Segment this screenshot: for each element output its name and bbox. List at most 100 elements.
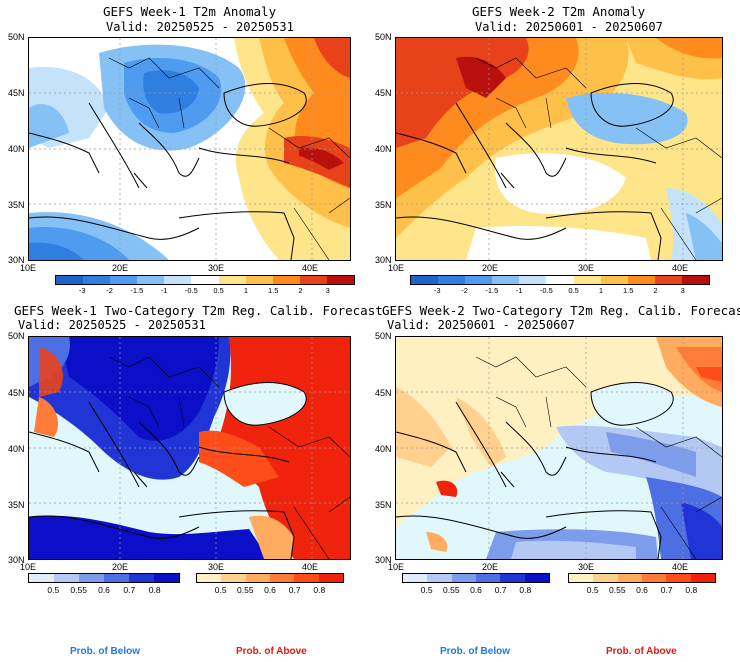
anomaly-swatch-1 bbox=[83, 276, 111, 284]
panel3-lon-10: 10E bbox=[20, 562, 37, 572]
panel2-lat-30: 30N bbox=[375, 255, 392, 265]
above-tick-label: 0.7 bbox=[288, 585, 301, 595]
above-swatch-3 bbox=[641, 574, 667, 582]
anomaly-tick-label: -0.5 bbox=[184, 286, 198, 295]
below-tick-label: 0.6 bbox=[470, 585, 482, 595]
panel1-colorbar bbox=[55, 275, 355, 285]
panel3-below-label: Prob. of Below bbox=[70, 646, 140, 657]
below-swatch-0 bbox=[29, 574, 54, 582]
below-swatch-3 bbox=[104, 574, 129, 582]
below-swatch-4 bbox=[500, 574, 525, 582]
above-swatch-1 bbox=[221, 574, 246, 582]
above-tick-label: 0.55 bbox=[237, 585, 254, 595]
above-swatch-0 bbox=[197, 574, 222, 582]
panel4-lon-20: 20E bbox=[482, 562, 499, 572]
above-tick-label: 0.7 bbox=[660, 585, 673, 595]
panel4-above-colorbar bbox=[568, 573, 716, 583]
panel1-lon-30: 30E bbox=[208, 263, 225, 273]
above-tick-label: 0.5 bbox=[214, 585, 227, 595]
below-tick-label: 0.6 bbox=[98, 585, 110, 595]
anomaly-swatch-8 bbox=[272, 276, 300, 284]
panel4-lat-40: 40N bbox=[375, 444, 392, 454]
panel2-lon-10: 10E bbox=[388, 263, 405, 273]
above-swatch-1 bbox=[593, 574, 618, 582]
panel4-lat-30: 30N bbox=[375, 555, 392, 565]
anomaly-swatch-10 bbox=[681, 276, 710, 284]
anomaly-swatch-10 bbox=[326, 276, 355, 284]
panel3-map bbox=[28, 336, 351, 560]
panel3-lat-50: 50N bbox=[8, 331, 25, 341]
above-tick-label: 0.6 bbox=[264, 585, 276, 595]
below-swatch-2 bbox=[451, 574, 476, 582]
below-tick-label: 0.55 bbox=[443, 585, 460, 595]
anomaly-tick-label: -2 bbox=[461, 286, 468, 295]
below-swatch-2 bbox=[79, 574, 104, 582]
anomaly-swatch-0 bbox=[411, 276, 439, 284]
panel3-above-colorbar bbox=[196, 573, 344, 583]
below-swatch-0 bbox=[403, 574, 428, 582]
panel2-title: GEFS Week-2 T2m Anomaly bbox=[472, 4, 646, 19]
above-swatch-4 bbox=[294, 574, 319, 582]
panel3-lat-40: 40N bbox=[8, 444, 25, 454]
panel1-lon-40: 40E bbox=[302, 263, 319, 273]
anomaly-swatch-6 bbox=[573, 276, 601, 284]
panel2-map bbox=[395, 37, 723, 261]
anomaly-tick-label: 2 bbox=[653, 286, 658, 295]
anomaly-tick-label: -2 bbox=[106, 286, 113, 295]
panel2-lon-20: 20E bbox=[482, 263, 499, 273]
anomaly-swatch-5 bbox=[546, 276, 574, 284]
panel2-colorbar bbox=[410, 275, 710, 285]
anomaly-swatch-7 bbox=[245, 276, 273, 284]
panel3-above-label: Prob. of Above bbox=[236, 646, 307, 657]
panel2-valid: Valid: 20250601 - 20250607 bbox=[475, 20, 663, 34]
above-tick-label: 0.8 bbox=[313, 585, 326, 595]
panel3-lat-35: 35N bbox=[8, 500, 25, 510]
above-tick-label: 0.5 bbox=[586, 585, 599, 595]
above-swatch-2 bbox=[245, 574, 270, 582]
above-tick-label: 0.8 bbox=[685, 585, 698, 595]
anomaly-tick-label: -3 bbox=[78, 286, 86, 295]
panel4-lat-45: 45N bbox=[375, 388, 392, 398]
panel1-title: GEFS Week-1 T2m Anomaly bbox=[103, 4, 277, 19]
anomaly-tick-label: 0.5 bbox=[568, 286, 579, 295]
above-swatch-4 bbox=[666, 574, 691, 582]
panel2-lat-50: 50N bbox=[375, 32, 392, 42]
panel3-valid: Valid: 20250525 - 20250531 bbox=[18, 318, 206, 332]
below-swatch-3 bbox=[475, 574, 501, 582]
anomaly-tick-label: 0.5 bbox=[213, 286, 224, 295]
above-tick-label: 0.55 bbox=[609, 585, 626, 595]
anomaly-tick-label: 1.5 bbox=[267, 286, 279, 295]
above-swatch-5 bbox=[318, 574, 343, 582]
panel2-lon-40: 40E bbox=[672, 263, 689, 273]
panel4-lon-40: 40E bbox=[672, 562, 689, 572]
panel4-below-label: Prob. of Below bbox=[440, 646, 510, 657]
above-swatch-3 bbox=[269, 574, 295, 582]
anomaly-tick-label: 1 bbox=[243, 286, 248, 295]
panel3-lat-30: 30N bbox=[8, 555, 25, 565]
panel4-below-colorbar bbox=[402, 573, 550, 583]
anomaly-tick-label: -1 bbox=[515, 286, 523, 295]
panel1-valid: Valid: 20250525 - 20250531 bbox=[106, 20, 294, 34]
anomaly-swatch-8 bbox=[627, 276, 655, 284]
below-tick-label: 0.7 bbox=[123, 585, 136, 595]
below-tick-label: 0.55 bbox=[70, 585, 87, 595]
anomaly-swatch-4 bbox=[164, 276, 192, 284]
anomaly-swatch-7 bbox=[600, 276, 628, 284]
below-swatch-1 bbox=[427, 574, 452, 582]
panel4-title: GEFS Week-2 Two-Category T2m Reg. Calib.… bbox=[382, 303, 740, 318]
anomaly-swatch-2 bbox=[465, 276, 493, 284]
anomaly-tick-label: -1.5 bbox=[485, 286, 499, 295]
anomaly-tick-label: 3 bbox=[325, 286, 330, 295]
panel4-lon-10: 10E bbox=[388, 562, 405, 572]
panel2-lat-45: 45N bbox=[375, 88, 392, 98]
anomaly-tick-label: -1.5 bbox=[130, 286, 144, 295]
above-swatch-5 bbox=[690, 574, 715, 582]
anomaly-tick-label: 3 bbox=[680, 286, 685, 295]
above-swatch-0 bbox=[569, 574, 594, 582]
panel3-lat-45: 45N bbox=[8, 388, 25, 398]
panel3-lon-20: 20E bbox=[112, 562, 129, 572]
panel3-title: GEFS Week-1 Two-Category T2m Reg. Calib.… bbox=[14, 303, 383, 318]
anomaly-swatch-0 bbox=[56, 276, 84, 284]
anomaly-swatch-2 bbox=[110, 276, 138, 284]
below-swatch-1 bbox=[54, 574, 79, 582]
